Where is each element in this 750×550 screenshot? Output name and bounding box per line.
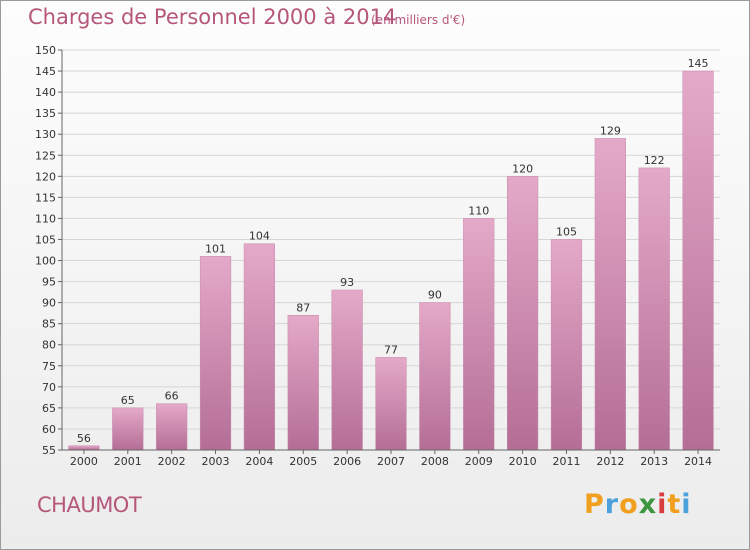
y-tick-label: 150 <box>35 44 56 57</box>
bar <box>331 289 363 451</box>
bar <box>419 302 451 451</box>
data-label: 110 <box>468 204 489 217</box>
data-label: 66 <box>165 390 179 403</box>
data-label: 101 <box>205 242 226 255</box>
y-tick-label: 95 <box>42 276 56 289</box>
x-tick-label: 2013 <box>640 455 668 468</box>
data-label: 65 <box>121 394 135 407</box>
data-label: 122 <box>644 154 665 167</box>
bar <box>375 357 407 451</box>
x-tick-label: 2009 <box>465 455 493 468</box>
y-tick-label: 90 <box>42 297 56 310</box>
logo-letter: o <box>619 489 639 520</box>
bar <box>682 70 714 451</box>
y-tick-label: 110 <box>35 212 56 225</box>
x-tick-label: 2007 <box>377 455 405 468</box>
x-tick-label: 2005 <box>289 455 317 468</box>
data-label: 104 <box>249 230 270 243</box>
x-tick-label: 2012 <box>596 455 624 468</box>
bar <box>594 138 626 451</box>
x-tick-label: 2011 <box>552 455 580 468</box>
bar <box>550 239 583 451</box>
logo-letter: i <box>681 489 692 520</box>
x-tick-label: 2003 <box>202 455 230 468</box>
bar <box>112 407 144 451</box>
data-label: 129 <box>600 124 621 137</box>
logo-letter: x <box>638 489 658 520</box>
x-tick-label: 2001 <box>114 455 142 468</box>
proxiti-logo: Proxiti <box>584 489 692 520</box>
data-label: 77 <box>384 343 398 356</box>
bar <box>638 167 670 451</box>
chart-title: Charges de Personnel 2000 à 2014 <box>28 5 397 29</box>
commune-name: CHAUMOT <box>37 493 142 517</box>
logo-letter: r <box>604 489 620 520</box>
y-tick-label: 70 <box>42 381 56 394</box>
bar <box>68 445 100 451</box>
x-tick-label: 2002 <box>158 455 186 468</box>
x-tick-label: 2004 <box>245 455 273 468</box>
logo-letter: t <box>667 489 682 520</box>
bar <box>199 256 232 451</box>
bar <box>463 218 495 451</box>
logo-letter: i <box>657 489 668 520</box>
y-tick-label: 60 <box>42 423 56 436</box>
data-label: 87 <box>296 301 310 314</box>
y-tick-label: 140 <box>35 86 56 99</box>
y-tick-label: 145 <box>35 65 56 78</box>
data-label: 145 <box>688 57 709 70</box>
x-tick-label: 2006 <box>333 455 361 468</box>
x-tick-label: 2014 <box>684 455 712 468</box>
axes: 55 60 65 70 75 80 85 90 95 100 105 110 115 120 125 130 1… <box>35 44 720 468</box>
data-label: 93 <box>340 276 354 289</box>
data-label: 56 <box>77 432 91 445</box>
y-tick-label: 125 <box>35 149 56 162</box>
bar <box>506 176 539 451</box>
y-tick-label: 105 <box>35 233 56 246</box>
data-label: 90 <box>428 289 442 302</box>
x-tick-label: 2000 <box>70 455 98 468</box>
y-tick-label: 80 <box>42 339 56 352</box>
y-tick-label: 120 <box>35 170 56 183</box>
y-tick-label: 55 <box>42 444 56 457</box>
x-tick-label: 2008 <box>421 455 449 468</box>
chart-subtitle: (en milliers d'€) <box>371 13 466 27</box>
y-tick-label: 135 <box>35 107 56 120</box>
bar <box>243 243 276 451</box>
y-tick-label: 130 <box>35 128 56 141</box>
data-label: 105 <box>556 225 577 238</box>
y-tick-label: 100 <box>35 255 56 268</box>
x-tick-label: 2010 <box>509 455 537 468</box>
y-tick-label: 75 <box>42 360 56 373</box>
y-tick-label: 85 <box>42 318 56 331</box>
y-tick-label: 65 <box>42 402 56 415</box>
bar <box>287 315 319 451</box>
logo-letter: P <box>584 489 605 520</box>
bars: 56 65 66 101 104 87 93 77 90 110 120 105 129 122 145 <box>68 57 714 451</box>
data-label: 120 <box>512 162 533 175</box>
y-tick-label: 115 <box>35 191 56 204</box>
bar <box>156 403 188 451</box>
